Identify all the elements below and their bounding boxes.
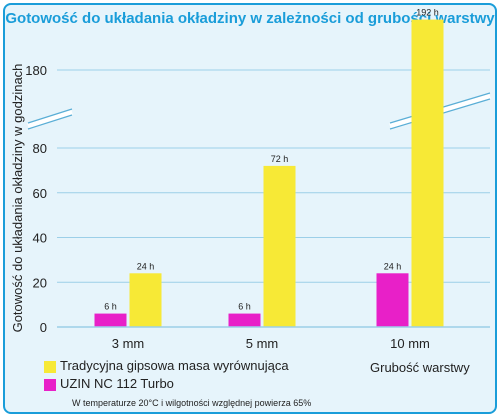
y-tick-label: 60 (33, 186, 47, 201)
legend-label-uzin: UZIN NC 112 Turbo (60, 376, 174, 391)
x-tick-label: 3 mm (112, 336, 145, 351)
legend-swatch-tradycyjna (44, 361, 56, 373)
x-tick-label: 10 mm (390, 336, 430, 351)
y-tick-label: 20 (33, 275, 47, 290)
x-axis-title: Grubość warstwy (370, 360, 470, 375)
axis-break-gap (27, 109, 73, 129)
bar-uzin (376, 273, 409, 327)
y-axis-title: Gotowość do układania okładziny w godzin… (10, 64, 25, 333)
data-label: 6 h (104, 302, 117, 312)
bar-tradycyjna (411, 19, 444, 327)
data-label: 24 h (384, 261, 402, 271)
y-tick-label: 80 (33, 141, 47, 156)
bar-uzin (94, 313, 127, 327)
bar-tradycyjna (263, 165, 296, 327)
bar-tradycyjna (129, 273, 162, 327)
data-label: 6 h (238, 302, 251, 312)
axis-break-mark (27, 114, 73, 130)
chart-title: Gotowość do układania okładziny w zależn… (5, 10, 495, 27)
bar-uzin (228, 313, 261, 327)
y-tick-label: 0 (40, 320, 47, 335)
y-tick-label: 180 (25, 63, 47, 78)
legend-label-tradycyjna: Tradycyjna gipsowa masa wyrównująca (60, 358, 289, 373)
conditions-note: W temperaturze 20°C i wilgotności względ… (72, 398, 312, 408)
legend-swatch-uzin (44, 379, 56, 391)
y-tick-label: 40 (33, 231, 47, 246)
axis-break-mark (27, 108, 73, 124)
data-label: 192 h (416, 8, 439, 18)
data-label: 24 h (137, 261, 155, 271)
x-tick-label: 5 mm (246, 336, 279, 351)
data-label: 72 h (271, 154, 289, 164)
